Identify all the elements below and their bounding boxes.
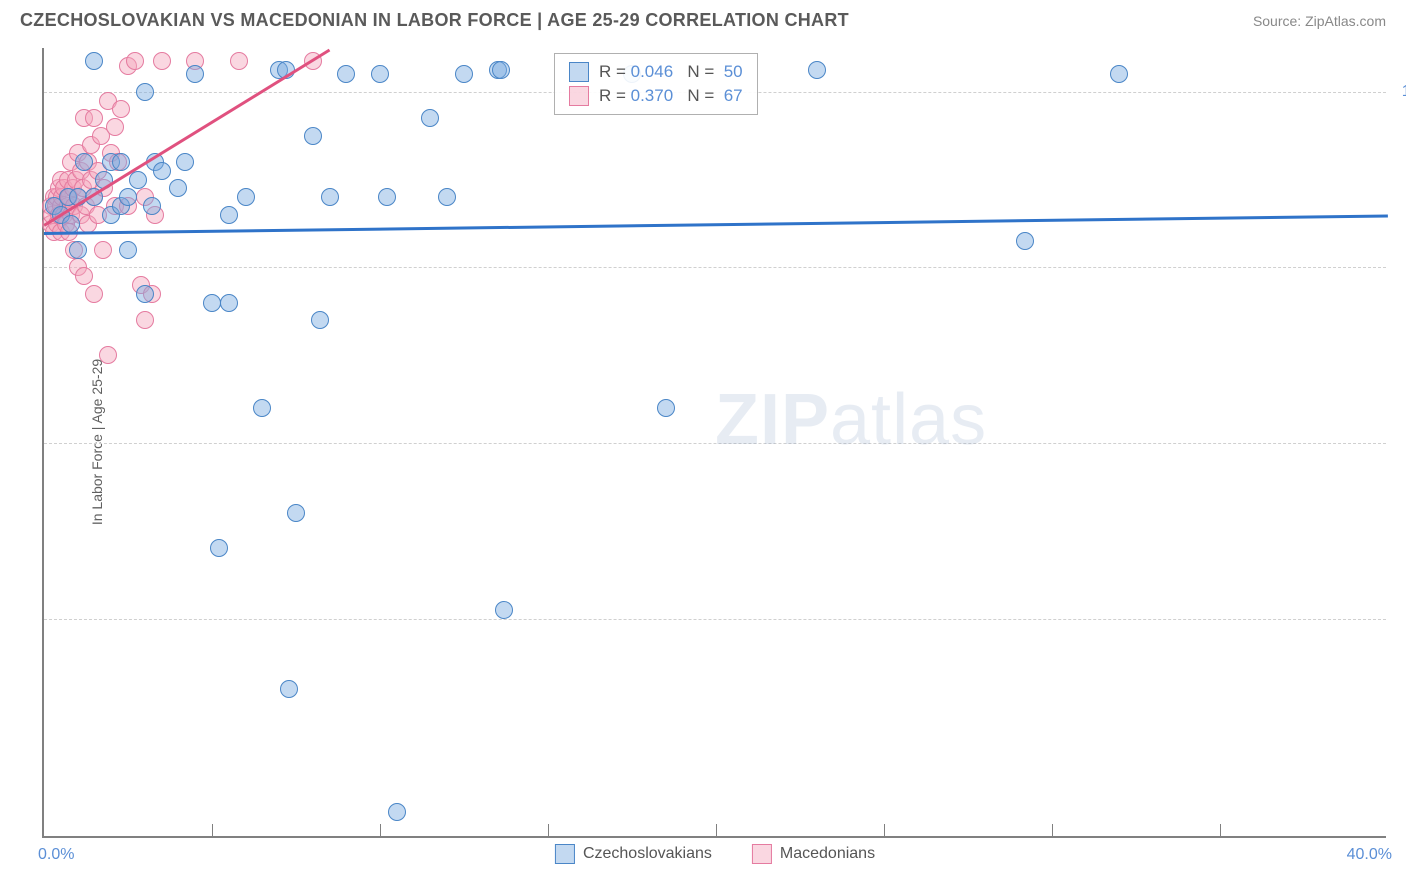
point-czech — [253, 399, 271, 417]
point-czech — [237, 188, 255, 206]
header: CZECHOSLOVAKIAN VS MACEDONIAN IN LABOR F… — [0, 0, 1406, 39]
point-czech — [321, 188, 339, 206]
stats-swatch-pink — [569, 86, 589, 106]
point-czech — [85, 52, 103, 70]
point-czech — [371, 65, 389, 83]
point-czech — [657, 399, 675, 417]
point-czech — [69, 241, 87, 259]
point-czech — [119, 188, 137, 206]
point-czech — [119, 241, 137, 259]
point-czech — [112, 153, 130, 171]
point-mac — [136, 311, 154, 329]
point-czech — [186, 65, 204, 83]
point-czech — [421, 109, 439, 127]
x-minor-tick — [1220, 824, 1221, 838]
plot-area: 40.0%60.0%80.0%100.0% — [44, 48, 1386, 836]
point-mac — [230, 52, 248, 70]
gridline-h — [44, 267, 1386, 268]
point-czech — [438, 188, 456, 206]
point-mac — [85, 285, 103, 303]
point-mac — [106, 118, 124, 136]
x-minor-tick — [716, 824, 717, 838]
stats-swatch-blue — [569, 62, 589, 82]
point-czech — [153, 162, 171, 180]
stats-row: R = 0.370 N = 67 — [569, 84, 743, 108]
point-czech — [203, 294, 221, 312]
point-czech — [304, 127, 322, 145]
point-mac — [85, 109, 103, 127]
x-minor-tick — [548, 824, 549, 838]
y-tick-label: 60.0% — [1396, 434, 1406, 452]
x-minor-tick — [380, 824, 381, 838]
stats-row: R = 0.046 N = 50 — [569, 60, 743, 84]
x-minor-tick — [1052, 824, 1053, 838]
stats-box: R = 0.046 N = 50 R = 0.370 N = 67 — [554, 53, 758, 115]
legend-label-czech: Czechoslovakians — [583, 845, 712, 863]
point-czech — [378, 188, 396, 206]
point-czech — [136, 83, 154, 101]
trend-line-czech — [44, 215, 1388, 235]
point-czech — [495, 601, 513, 619]
legend-swatch-blue — [555, 844, 575, 864]
x-tick-40: 40.0% — [1347, 846, 1392, 864]
bottom-legend: Czechoslovakians Macedonians — [555, 844, 875, 864]
y-tick-label: 100.0% — [1396, 83, 1406, 101]
point-mac — [99, 346, 117, 364]
point-czech — [220, 294, 238, 312]
point-czech — [1016, 232, 1034, 250]
legend-item-mac: Macedonians — [752, 844, 875, 864]
x-minor-tick — [884, 824, 885, 838]
point-czech — [337, 65, 355, 83]
point-czech — [220, 206, 238, 224]
point-mac — [153, 52, 171, 70]
chart-title: CZECHOSLOVAKIAN VS MACEDONIAN IN LABOR F… — [20, 10, 849, 31]
point-czech — [62, 215, 80, 233]
gridline-h — [44, 619, 1386, 620]
point-czech — [388, 803, 406, 821]
stats-text: R = 0.046 N = 50 — [599, 62, 743, 82]
point-mac — [94, 241, 112, 259]
legend-swatch-pink — [752, 844, 772, 864]
point-mac — [75, 267, 93, 285]
point-czech — [136, 285, 154, 303]
gridline-h — [44, 443, 1386, 444]
point-czech — [287, 504, 305, 522]
point-czech — [808, 61, 826, 79]
point-czech — [1110, 65, 1128, 83]
point-czech — [75, 153, 93, 171]
legend-item-czech: Czechoslovakians — [555, 844, 712, 864]
point-czech — [143, 197, 161, 215]
chart-container: In Labor Force | Age 25-29 40.0%60.0%80.… — [42, 48, 1386, 838]
x-tick-0: 0.0% — [38, 846, 74, 864]
point-mac — [126, 52, 144, 70]
point-czech — [280, 680, 298, 698]
legend-label-mac: Macedonians — [780, 845, 875, 863]
point-czech — [210, 539, 228, 557]
y-tick-label: 80.0% — [1396, 258, 1406, 276]
point-czech — [455, 65, 473, 83]
stats-text: R = 0.370 N = 67 — [599, 86, 743, 106]
x-minor-tick — [212, 824, 213, 838]
point-czech — [129, 171, 147, 189]
point-mac — [112, 100, 130, 118]
point-czech — [311, 311, 329, 329]
source-label: Source: ZipAtlas.com — [1253, 13, 1386, 29]
y-tick-label: 40.0% — [1396, 610, 1406, 628]
point-czech — [169, 179, 187, 197]
point-czech — [176, 153, 194, 171]
point-czech — [492, 61, 510, 79]
